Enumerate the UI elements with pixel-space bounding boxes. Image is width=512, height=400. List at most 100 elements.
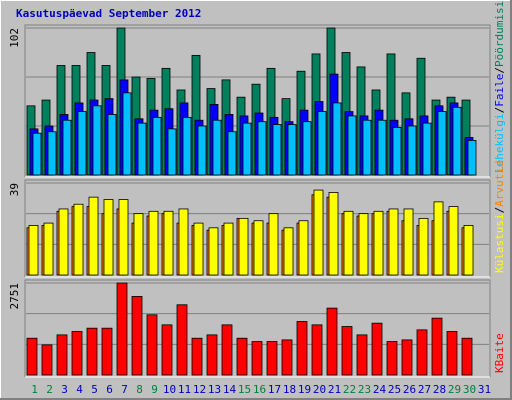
bar bbox=[461, 337, 473, 376]
x-tick-label: 18 bbox=[283, 383, 296, 396]
bar bbox=[253, 220, 264, 276]
chart-title: Kasutuspäevad September 2012 bbox=[16, 7, 201, 20]
x-tick-label: 7 bbox=[121, 383, 128, 396]
x-tick-label: 28 bbox=[433, 383, 446, 396]
bar bbox=[133, 213, 144, 276]
bar bbox=[212, 119, 222, 176]
y-tick-label: 2751 bbox=[8, 283, 21, 310]
bar bbox=[407, 125, 417, 176]
bar bbox=[193, 222, 204, 276]
bar bbox=[163, 210, 174, 276]
bar bbox=[362, 119, 372, 176]
x-tick-label: 24 bbox=[373, 383, 387, 396]
bar bbox=[208, 227, 219, 276]
legend-entry: Lehekülgi bbox=[493, 113, 506, 173]
bar bbox=[401, 339, 413, 376]
legend-entry: KBaite bbox=[493, 333, 506, 373]
bar bbox=[58, 208, 69, 276]
bar bbox=[71, 331, 83, 376]
bar bbox=[223, 222, 234, 276]
bar bbox=[313, 189, 324, 276]
bar bbox=[116, 282, 128, 376]
bar bbox=[41, 344, 53, 376]
bar bbox=[28, 225, 39, 276]
bar bbox=[358, 213, 369, 276]
bar bbox=[356, 334, 368, 376]
bar bbox=[377, 119, 387, 176]
bar bbox=[371, 322, 383, 376]
bar bbox=[343, 210, 354, 276]
legend-entry: Faile bbox=[493, 74, 506, 107]
bar bbox=[118, 199, 129, 276]
x-tick-label: 20 bbox=[313, 383, 326, 396]
bar bbox=[86, 327, 98, 376]
bar bbox=[152, 116, 162, 176]
legend: Lehekülgi/Faile/Pöördumisi bbox=[493, 1, 506, 173]
x-tick-label: 17 bbox=[268, 383, 281, 396]
bar bbox=[341, 326, 353, 376]
x-tick-label: 15 bbox=[238, 383, 251, 396]
bar bbox=[197, 125, 207, 176]
bar bbox=[101, 327, 113, 376]
bar bbox=[107, 114, 117, 176]
legend: Külastusi/Arvutid bbox=[493, 160, 506, 273]
bar bbox=[146, 314, 158, 376]
bar bbox=[467, 140, 477, 176]
bar bbox=[62, 119, 72, 176]
legend-separator: / bbox=[493, 107, 506, 114]
x-tick-label: 4 bbox=[76, 383, 83, 396]
bar bbox=[296, 321, 308, 376]
x-tick-label: 10 bbox=[163, 383, 176, 396]
legend-separator: / bbox=[493, 67, 506, 74]
bar bbox=[26, 337, 38, 376]
bar bbox=[182, 116, 192, 176]
x-tick-label: 11 bbox=[178, 383, 191, 396]
bar bbox=[281, 339, 293, 376]
x-tick-label: 16 bbox=[253, 383, 266, 396]
bar bbox=[257, 121, 267, 176]
bar bbox=[176, 304, 188, 376]
bar bbox=[227, 131, 237, 176]
bar bbox=[206, 334, 218, 376]
x-tick-label: 22 bbox=[343, 383, 356, 396]
bar bbox=[302, 121, 312, 176]
x-tick-label: 6 bbox=[106, 383, 113, 396]
x-tick-label: 31 bbox=[478, 383, 491, 396]
x-tick-label: 25 bbox=[388, 383, 401, 396]
bar bbox=[311, 324, 323, 376]
bar bbox=[446, 331, 458, 376]
bar bbox=[137, 122, 147, 176]
x-tick-label: 27 bbox=[418, 383, 431, 396]
y-tick-label: 102 bbox=[8, 28, 21, 48]
legend-entry: Pöördumisi bbox=[493, 1, 506, 67]
y-tick-label: 39 bbox=[8, 183, 21, 196]
legend-entry: Külastusi bbox=[493, 213, 506, 273]
x-tick-label: 8 bbox=[136, 383, 143, 396]
bar bbox=[178, 208, 189, 276]
bar bbox=[452, 106, 462, 176]
bar bbox=[433, 201, 444, 276]
bar bbox=[373, 210, 384, 276]
x-tick-label: 5 bbox=[91, 383, 98, 396]
x-tick-label: 2 bbox=[46, 383, 53, 396]
bar bbox=[47, 131, 57, 176]
x-tick-label: 13 bbox=[208, 383, 221, 396]
bar bbox=[77, 111, 87, 176]
bar bbox=[287, 124, 297, 176]
bar bbox=[268, 213, 279, 276]
bar bbox=[73, 203, 84, 276]
x-tick-label: 21 bbox=[328, 383, 341, 396]
bar bbox=[403, 208, 414, 276]
bar bbox=[221, 324, 233, 376]
legend: KBaite bbox=[493, 333, 506, 373]
bar bbox=[347, 115, 357, 176]
x-tick-label: 14 bbox=[223, 383, 237, 396]
legend-separator: / bbox=[493, 207, 506, 214]
bar bbox=[422, 122, 432, 176]
bar bbox=[272, 124, 282, 176]
bar bbox=[161, 324, 173, 376]
bar bbox=[103, 199, 114, 276]
bar bbox=[418, 217, 429, 276]
